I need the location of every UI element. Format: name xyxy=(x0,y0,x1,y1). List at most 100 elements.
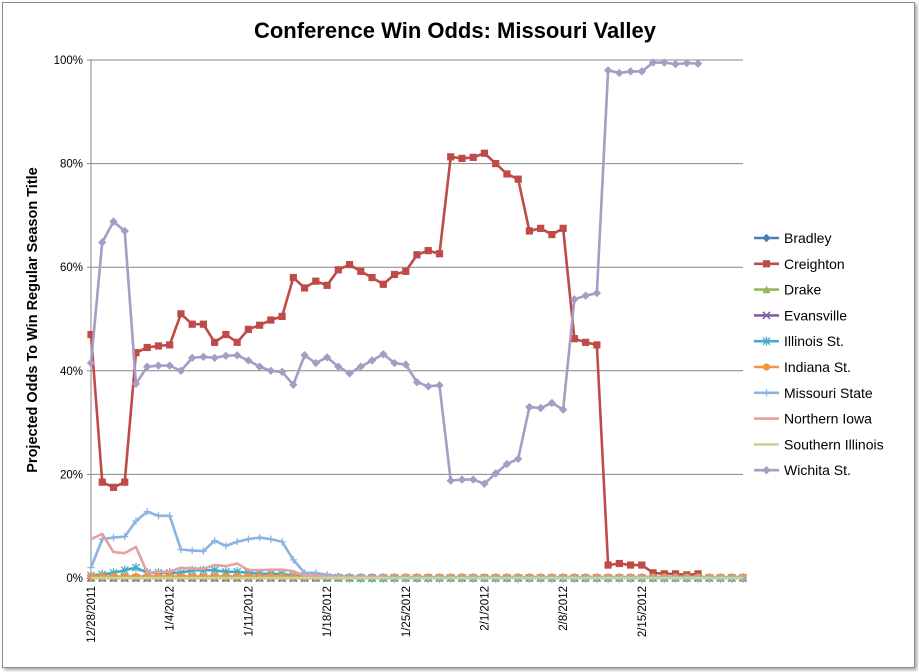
data-point xyxy=(424,382,433,391)
series-layer xyxy=(86,58,748,583)
data-point xyxy=(648,58,658,67)
data-point xyxy=(447,153,455,161)
x-tick-label: 2/8/2012 xyxy=(558,586,570,631)
data-point xyxy=(368,273,376,282)
data-point xyxy=(615,68,624,78)
data-point xyxy=(311,358,321,368)
legend-label: Evansville xyxy=(784,307,847,323)
data-point xyxy=(177,545,185,554)
data-point xyxy=(435,381,444,390)
data-point xyxy=(121,532,129,541)
data-point xyxy=(762,260,771,268)
data-point xyxy=(120,226,129,236)
data-point xyxy=(480,149,489,157)
data-point xyxy=(356,362,365,371)
data-point xyxy=(435,250,444,258)
data-point xyxy=(256,321,264,329)
legend-label: Northern Iowa xyxy=(784,411,872,427)
data-point xyxy=(446,476,455,485)
y-tick-label: 100% xyxy=(54,55,83,67)
data-point xyxy=(637,67,647,76)
data-point xyxy=(143,362,152,371)
data-point xyxy=(143,343,151,352)
y-tick-label: 80% xyxy=(60,159,83,171)
data-point xyxy=(390,358,399,368)
data-point xyxy=(480,479,489,488)
data-point xyxy=(469,475,478,484)
data-point xyxy=(199,320,208,328)
gridlines xyxy=(91,59,743,475)
data-point xyxy=(188,546,196,555)
legend-label: Wichita St. xyxy=(784,462,851,478)
legend-item: Evansville xyxy=(754,307,847,323)
data-point xyxy=(187,353,197,363)
data-point xyxy=(559,224,567,232)
data-point xyxy=(682,58,691,68)
data-point xyxy=(210,353,219,363)
data-point xyxy=(626,67,635,76)
data-point xyxy=(267,316,275,324)
data-point xyxy=(211,338,219,346)
data-point xyxy=(581,291,590,300)
y-tick-label: 60% xyxy=(60,262,83,274)
legend: Bradley Creighton Drake Evansville Illinois … xyxy=(754,230,884,478)
legend-item: Indiana St. xyxy=(754,359,851,375)
data-point xyxy=(558,405,568,414)
data-point xyxy=(401,360,410,369)
data-point xyxy=(660,58,669,67)
data-point xyxy=(379,350,388,359)
legend-item: Bradley xyxy=(754,230,831,246)
data-point xyxy=(132,517,140,525)
data-point xyxy=(334,266,342,274)
data-point xyxy=(244,356,253,365)
x-tick-label: 2/1/2012 xyxy=(479,586,491,631)
axes xyxy=(87,59,744,582)
data-point xyxy=(593,341,601,349)
data-point xyxy=(188,320,196,328)
data-point xyxy=(615,559,623,568)
data-point xyxy=(176,366,186,375)
data-point xyxy=(525,227,534,235)
legend-label: Illinois St. xyxy=(784,333,844,349)
data-point xyxy=(762,336,771,346)
data-point xyxy=(300,351,309,360)
data-point xyxy=(582,338,590,346)
data-point xyxy=(412,377,422,387)
data-point xyxy=(109,483,118,491)
y-tick-label: 40% xyxy=(60,366,83,378)
chart-title: Conference Win Odds: Missouri Valley xyxy=(254,18,657,43)
data-point xyxy=(256,533,264,542)
data-point xyxy=(514,175,522,183)
data-point xyxy=(154,361,163,370)
legend-label: Southern Illinois xyxy=(784,436,884,452)
x-tick-label: 1/18/2012 xyxy=(322,586,334,637)
data-point xyxy=(547,398,557,408)
data-point xyxy=(177,310,185,318)
data-point xyxy=(762,311,771,320)
data-point xyxy=(222,330,230,339)
data-point xyxy=(87,330,95,339)
data-point xyxy=(289,556,297,564)
legend-item: Northern Iowa xyxy=(754,411,872,427)
legend-item: Missouri State xyxy=(754,385,873,401)
x-tick-label: 2/15/2012 xyxy=(637,586,649,637)
data-point xyxy=(537,224,545,232)
data-point xyxy=(334,362,343,371)
data-point xyxy=(222,542,230,550)
data-point xyxy=(98,478,106,486)
data-point xyxy=(322,353,332,362)
y-tick-label: 0% xyxy=(66,573,83,585)
data-point xyxy=(132,349,140,357)
x-tick-label: 1/11/2012 xyxy=(243,586,255,636)
data-point xyxy=(402,267,410,275)
data-point xyxy=(626,561,635,569)
data-point xyxy=(323,281,331,289)
data-point xyxy=(300,284,309,292)
data-point xyxy=(503,170,511,178)
legend-label: Creighton xyxy=(784,256,845,272)
data-point xyxy=(154,342,163,350)
data-point xyxy=(87,564,95,572)
data-point xyxy=(367,356,377,365)
